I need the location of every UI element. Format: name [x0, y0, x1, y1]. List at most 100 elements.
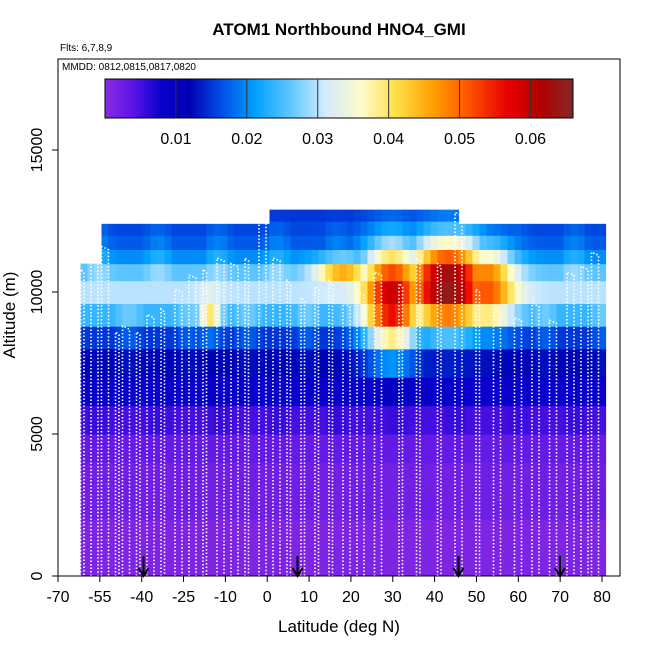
heatmap-cell	[444, 434, 453, 463]
heatmap-cell	[381, 405, 390, 435]
heatmap-cell	[402, 462, 411, 492]
heatmap-cell	[108, 490, 117, 520]
heatmap-cell	[409, 303, 418, 327]
x-tick-label: 60	[509, 589, 527, 606]
flight-track-profile	[216, 256, 225, 576]
heatmap-cell	[437, 405, 446, 435]
heatmap-cell	[374, 303, 383, 327]
heatmap-cell	[332, 377, 341, 407]
x-tick-label: -70	[46, 589, 69, 606]
heatmap-cell	[101, 249, 110, 265]
heatmap-cell	[297, 377, 306, 407]
heatmap-cell	[542, 462, 551, 492]
heatmap-cell	[164, 405, 173, 435]
heatmap-cell	[577, 303, 586, 327]
heatmap-cell	[150, 263, 159, 282]
heatmap-cell	[199, 223, 208, 236]
heatmap-cell	[199, 348, 208, 378]
heatmap-cell	[472, 249, 481, 265]
heatmap-cell	[360, 249, 369, 265]
heatmap-cell	[339, 263, 348, 282]
heatmap-cell	[598, 326, 607, 350]
heatmap-cell	[178, 235, 187, 250]
heatmap-cell	[276, 405, 285, 435]
heatmap-cell	[129, 280, 138, 304]
heatmap-cell	[577, 263, 586, 282]
x-tick-label: -55	[88, 589, 111, 606]
heatmap-cell	[199, 377, 208, 407]
heatmap-cell	[157, 223, 166, 236]
heatmap-cell	[465, 280, 474, 304]
heatmap-cell	[458, 235, 467, 250]
heatmap-cell	[402, 263, 411, 282]
heatmap-cell	[423, 547, 432, 576]
heatmap-cell	[528, 348, 537, 378]
heatmap-cell	[598, 377, 607, 407]
heatmap-cell	[584, 249, 593, 265]
heatmap-cell	[598, 462, 607, 492]
heatmap-cell	[423, 221, 432, 236]
colorbar-tick-label: 0.05	[444, 131, 475, 148]
heatmap-cell	[213, 249, 222, 265]
heatmap-cell	[297, 280, 306, 304]
heatmap-cell	[486, 280, 495, 304]
heatmap-cell	[346, 235, 355, 250]
heatmap-cell	[388, 519, 397, 549]
heatmap-cell	[479, 377, 488, 407]
heatmap-cell	[255, 263, 264, 282]
heatmap-cell	[353, 249, 362, 265]
flight-track-profile	[258, 216, 267, 576]
heatmap-cell	[430, 519, 439, 549]
heatmap-cell	[437, 326, 446, 350]
heatmap-cell	[143, 280, 152, 304]
heatmap-cell	[108, 377, 117, 407]
heatmap-cell	[178, 303, 187, 327]
heatmap-cell	[535, 223, 544, 236]
heatmap-cell	[255, 223, 264, 236]
heatmap-cell	[542, 519, 551, 549]
flight-track-profile	[230, 262, 239, 576]
heatmap-cell	[339, 280, 348, 304]
flights-label: Flts: 6,7,8,9	[60, 43, 113, 54]
heatmap-cell	[360, 348, 369, 378]
heatmap-cell	[80, 490, 89, 520]
heatmap-cell	[409, 263, 418, 282]
heatmap-cell	[311, 249, 320, 265]
heatmap-cell	[416, 348, 425, 378]
flight-track-profile	[548, 319, 558, 576]
heatmap-cell	[528, 263, 537, 282]
heatmap-cell	[171, 377, 180, 407]
heatmap-cell	[318, 348, 327, 378]
heatmap-cell	[514, 263, 523, 282]
heatmap-cell	[122, 490, 131, 520]
heatmap-cell	[577, 223, 586, 236]
heatmap-cell	[465, 263, 474, 282]
heatmap-cell	[276, 221, 285, 236]
heatmap-cell	[164, 235, 173, 250]
heatmap-cell	[444, 209, 453, 222]
heatmap-cell	[423, 377, 432, 407]
heatmap-cell	[143, 348, 152, 378]
heatmap-cell	[507, 547, 516, 576]
heatmap-cell	[129, 377, 138, 407]
heatmap-cell	[234, 326, 243, 350]
heatmap-cell	[143, 303, 152, 327]
heatmap-cell	[234, 249, 243, 265]
heatmap-cell	[381, 348, 390, 378]
heatmap-cell	[346, 221, 355, 236]
heatmap-cell	[514, 462, 523, 492]
heatmap-cell	[409, 405, 418, 435]
x-tick-label: 50	[468, 589, 486, 606]
heatmap-cell	[556, 249, 565, 265]
heatmap-cell	[164, 348, 173, 378]
heatmap-cell	[437, 209, 446, 222]
heatmap-cell	[101, 405, 110, 435]
heatmap-cell	[486, 377, 495, 407]
heatmap-cell	[171, 303, 180, 327]
heatmap-cell	[437, 547, 446, 576]
heatmap-cell	[486, 348, 495, 378]
heatmap-cell	[241, 235, 250, 250]
heatmap-cell	[353, 235, 362, 250]
heatmap-cell	[164, 249, 173, 265]
heatmap-cell	[150, 348, 159, 378]
